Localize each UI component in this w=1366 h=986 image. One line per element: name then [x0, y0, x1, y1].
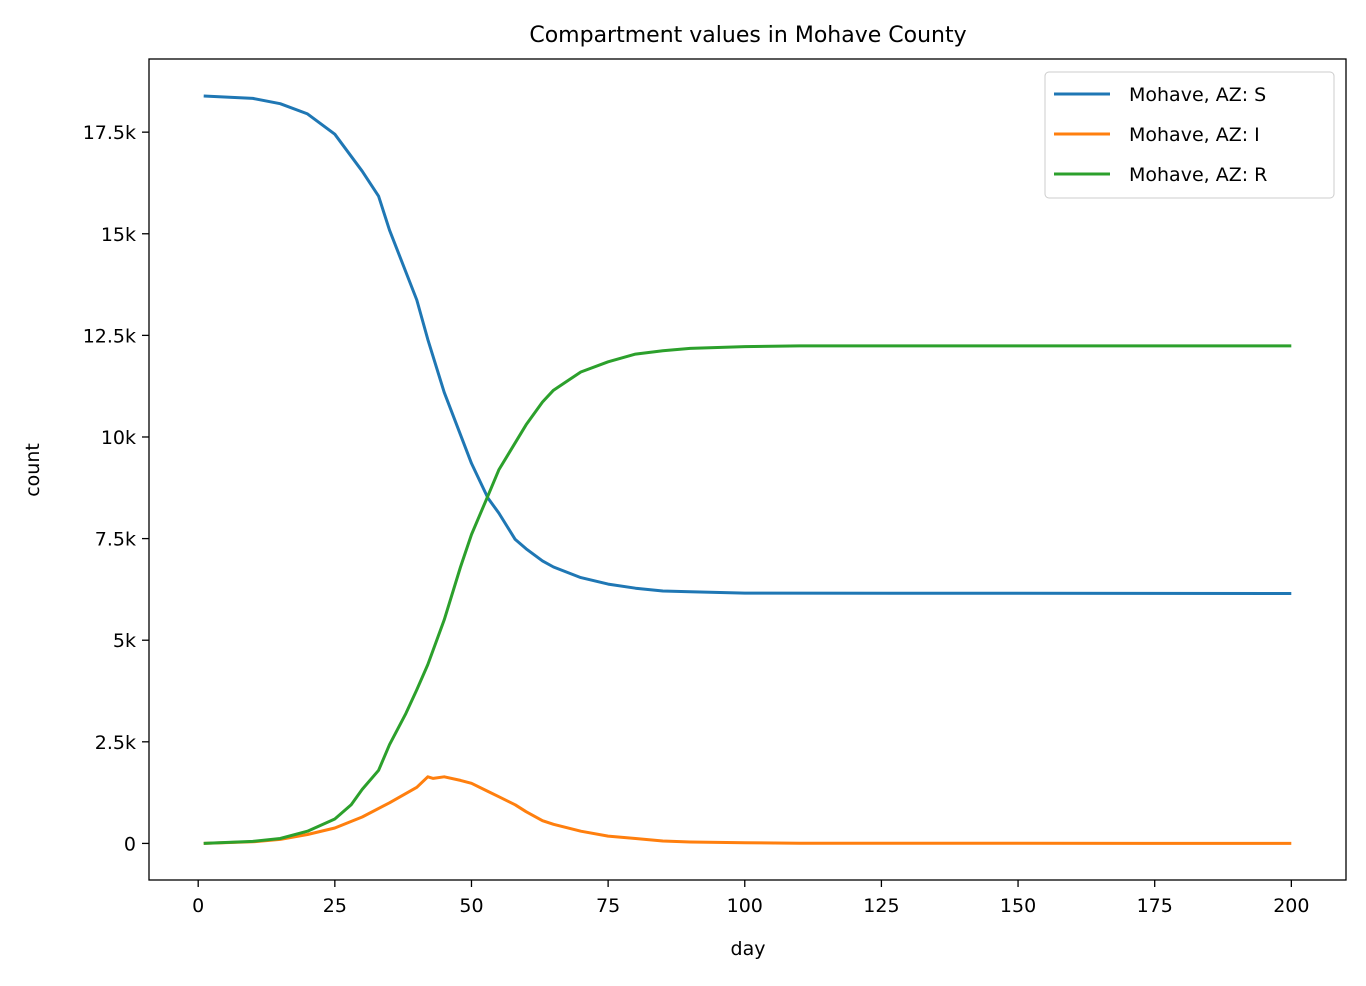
- series-line-r: [203, 344, 1292, 845]
- y-axis-label: count: [22, 443, 44, 497]
- plot-area: [203, 94, 1292, 845]
- y-tick-label: 10k: [101, 427, 136, 449]
- x-tick-label: 100: [727, 895, 763, 917]
- chart-title: Compartment values in Mohave County: [529, 23, 966, 48]
- y-tick-label: 2.5k: [95, 732, 136, 754]
- legend-label: Mohave, AZ: S: [1129, 84, 1266, 106]
- y-tick-label: 7.5k: [95, 529, 136, 551]
- legend-box: [1044, 71, 1335, 199]
- x-axis: 0 25 50 75 100 125 150 175 200: [192, 880, 1309, 917]
- y-tick-label: 17.5k: [83, 122, 136, 144]
- x-tick-label: 150: [1000, 895, 1036, 917]
- x-tick-label: 75: [596, 895, 620, 917]
- legend-label: Mohave, AZ: I: [1129, 124, 1260, 146]
- axes-frame: [148, 58, 1347, 881]
- x-tick-label: 0: [192, 895, 204, 917]
- x-tick-label: 200: [1273, 895, 1309, 917]
- y-tick-label: 0: [124, 833, 136, 855]
- legend: Mohave, AZ: S Mohave, AZ: I Mohave, AZ: R: [1044, 71, 1335, 199]
- x-tick-label: 125: [863, 895, 899, 917]
- y-axis: 0 2.5k 5k 7.5k 10k 12.5k 15k 17.5k: [83, 122, 149, 855]
- x-tick-label: 175: [1137, 895, 1173, 917]
- y-tick-label: 12.5k: [83, 325, 136, 347]
- x-tick-label: 50: [459, 895, 483, 917]
- x-axis-label: day: [731, 938, 766, 960]
- series-line-i: [203, 775, 1292, 845]
- y-tick-label: 15k: [101, 224, 136, 246]
- y-tick-label: 5k: [113, 630, 136, 652]
- x-tick-label: 25: [323, 895, 347, 917]
- legend-label: Mohave, AZ: R: [1129, 164, 1267, 186]
